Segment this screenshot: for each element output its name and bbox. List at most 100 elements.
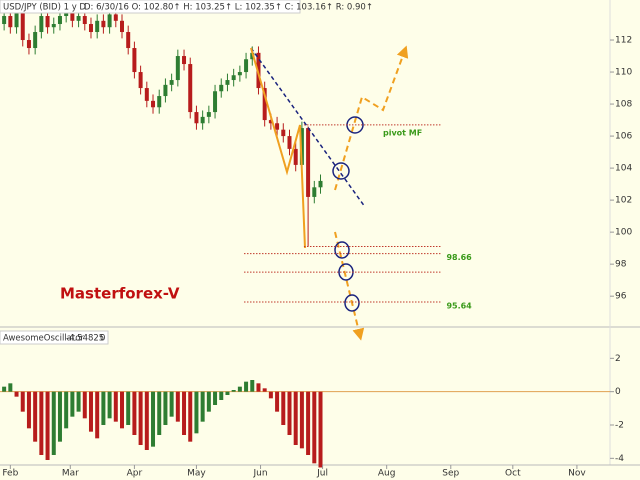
y-tick-label: 100 xyxy=(615,228,632,238)
osc-bar xyxy=(126,391,131,425)
candle-body xyxy=(213,91,218,113)
candle-body xyxy=(225,80,230,85)
osc-bar xyxy=(256,383,261,392)
osc-bar xyxy=(188,391,193,442)
candle-body xyxy=(51,24,56,28)
candle-body xyxy=(293,148,298,165)
x-tick-label: Aug xyxy=(378,469,396,479)
osc-bar xyxy=(138,391,143,445)
candle-body xyxy=(268,120,273,124)
osc-bar xyxy=(268,391,273,399)
osc-bar xyxy=(144,391,149,450)
candle-body xyxy=(250,52,255,60)
candle-body xyxy=(275,123,280,130)
osc-bar xyxy=(2,386,7,392)
oscillator-panel: -4 -2 0 2 xyxy=(0,354,624,468)
osc-bar xyxy=(318,391,323,468)
candle-body xyxy=(262,88,267,121)
annotation: pivot MF xyxy=(383,129,422,138)
circle-marker xyxy=(344,294,360,312)
candle-body xyxy=(287,136,292,149)
candle-body xyxy=(182,56,187,65)
candle-body xyxy=(132,48,137,73)
osc-bar xyxy=(250,380,255,392)
level-label: 98.66 xyxy=(446,253,472,262)
candle-body xyxy=(26,40,31,49)
level-label: 95.64 xyxy=(446,301,472,310)
osc-bar xyxy=(194,391,199,434)
y-tick-label: 0 xyxy=(615,387,621,397)
trend-line xyxy=(250,47,366,208)
candle-body xyxy=(88,24,93,33)
candle-body xyxy=(70,8,75,21)
x-tick-label: Mar xyxy=(62,469,79,479)
y-tick-label: 106 xyxy=(615,132,632,142)
x-tick-label: Jun xyxy=(253,469,268,479)
osc-bar xyxy=(169,391,174,417)
candle-body xyxy=(169,80,174,85)
candle-body xyxy=(138,72,143,89)
x-tick-label: Feb xyxy=(2,469,18,479)
candle-body xyxy=(76,16,81,21)
osc-bar xyxy=(182,391,187,435)
osc-bar xyxy=(231,390,236,392)
candle-body xyxy=(206,112,211,117)
candle-body xyxy=(2,16,7,25)
candle-body xyxy=(244,59,249,73)
osc-bar xyxy=(206,391,211,412)
osc-bar xyxy=(163,391,168,425)
candle-body xyxy=(306,128,311,197)
ohlc-info: D: 6/30/16 O: 102.80↑ H: 103.25↑ L: 102.… xyxy=(84,3,373,13)
y-tick-label: 104 xyxy=(615,164,632,174)
osc-header-box xyxy=(0,330,109,345)
candle-body xyxy=(151,100,156,108)
candle-body xyxy=(231,75,236,81)
candle-body xyxy=(14,11,19,28)
osc-bar xyxy=(275,391,280,412)
y-tick-label: 112 xyxy=(615,36,632,46)
candle-body xyxy=(33,32,38,49)
candle-body xyxy=(101,20,106,28)
x-tick-label: Jul xyxy=(316,469,328,479)
x-tick-label: Sep xyxy=(442,469,459,479)
osc-bar xyxy=(76,391,81,412)
price-panel xyxy=(2,1,323,247)
osc-bar xyxy=(107,391,112,419)
osc-bar xyxy=(244,381,249,392)
candle-body xyxy=(312,187,317,197)
circle-marker xyxy=(332,162,350,180)
osc-bar xyxy=(287,391,292,435)
drawings xyxy=(250,45,409,341)
osc-param: 0 xyxy=(100,334,105,344)
osc-bar xyxy=(57,391,62,442)
y-tick-label: 102 xyxy=(615,196,632,206)
osc-bar xyxy=(51,391,56,455)
candle-body xyxy=(126,32,131,49)
x-tick-label: Nov xyxy=(568,469,586,479)
projection-down xyxy=(334,231,365,341)
osc-bar xyxy=(45,391,50,460)
osc-bar xyxy=(306,391,311,455)
osc-bar xyxy=(95,391,100,439)
candle-body xyxy=(57,16,62,25)
y-tick-label: 110 xyxy=(615,68,632,78)
osc-bar xyxy=(237,386,242,392)
candle-body xyxy=(107,14,112,28)
candle-body xyxy=(200,116,205,124)
osc-bar xyxy=(293,391,298,445)
candle-body xyxy=(299,128,304,165)
osc-bar xyxy=(200,391,205,422)
candle-body xyxy=(237,72,242,76)
osc-bar xyxy=(20,391,25,412)
candle-body xyxy=(219,84,224,92)
candle-body xyxy=(194,112,199,124)
candle-body xyxy=(8,16,13,28)
osc-bar xyxy=(157,391,162,435)
osc-bar xyxy=(262,388,267,392)
osc-value: -4.54825 xyxy=(66,334,104,344)
osc-bar xyxy=(213,391,218,405)
candle-body xyxy=(82,16,87,25)
osc-bar xyxy=(219,391,224,400)
y-tick-label: -4 xyxy=(615,454,624,464)
